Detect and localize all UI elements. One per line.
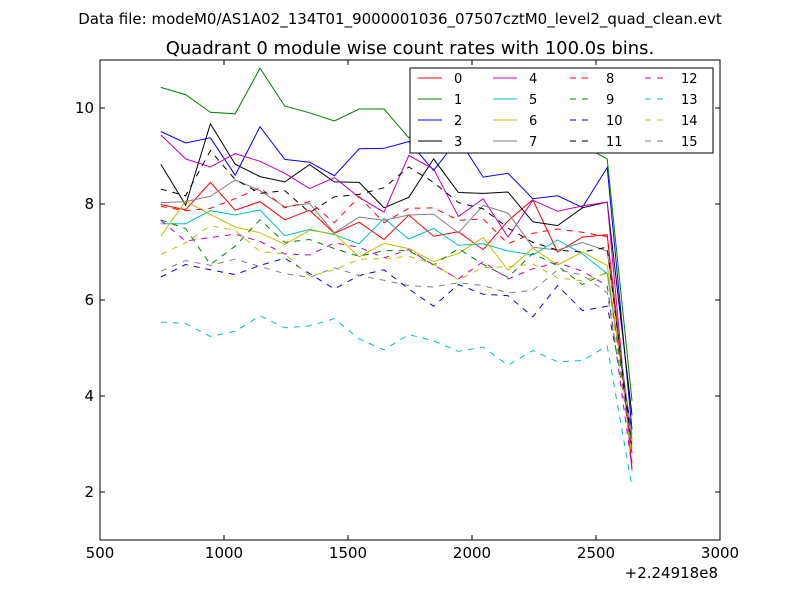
x-tick-label: 1500	[329, 544, 367, 562]
legend-label-11: 11	[606, 135, 623, 150]
legend-label-1: 1	[454, 93, 462, 108]
y-tick-label: 2	[84, 483, 94, 501]
legend-label-7: 7	[529, 135, 537, 150]
legend-label-2: 2	[454, 114, 462, 129]
x-tick-label: 1000	[205, 544, 243, 562]
legend-frame	[409, 67, 714, 154]
series-line-11	[160, 149, 633, 449]
legend-label-14: 14	[681, 114, 698, 129]
y-tick-label: 4	[84, 387, 94, 405]
series-line-3	[160, 122, 633, 416]
series-line-2	[160, 125, 633, 430]
series-line-7	[160, 179, 633, 440]
legend-label-6: 6	[529, 114, 537, 129]
series-line-8	[160, 187, 633, 464]
series-line-5	[160, 209, 633, 435]
series-line-0	[160, 181, 633, 454]
legend-label-4: 4	[529, 72, 537, 87]
legend-label-15: 15	[681, 135, 698, 150]
series-line-14	[160, 225, 633, 459]
legend-label-12: 12	[681, 72, 698, 87]
x-tick-label: 2500	[577, 544, 615, 562]
series-layer	[160, 67, 633, 488]
x-tick-label: 500	[86, 544, 115, 562]
x-offset-label: +2.24918e8	[625, 564, 718, 582]
series-line-4	[160, 134, 633, 471]
legend-label-8: 8	[606, 72, 614, 87]
series-line-15	[160, 258, 633, 449]
y-tick-label: 10	[75, 99, 94, 117]
legend-label-9: 9	[606, 93, 614, 108]
series-line-6	[160, 200, 633, 445]
series-line-13	[160, 315, 633, 488]
y-tick-label: 8	[84, 195, 94, 213]
series-line-12	[160, 219, 633, 469]
legend-label-5: 5	[529, 93, 537, 108]
x-tick-label: 3000	[701, 544, 739, 562]
plot-frame	[99, 59, 721, 541]
legend-label-10: 10	[606, 114, 623, 129]
y-tick-label: 6	[84, 291, 94, 309]
chart-title: Quadrant 0 module wise count rates with …	[166, 38, 655, 59]
x-tick-label: 2000	[453, 544, 491, 562]
chart-suptitle: Data file: modeM0/AS1A02_134T01_90000010…	[78, 10, 722, 29]
legend-label-3: 3	[454, 135, 462, 150]
legend-label-13: 13	[681, 93, 698, 108]
legend-label-0: 0	[454, 72, 462, 87]
